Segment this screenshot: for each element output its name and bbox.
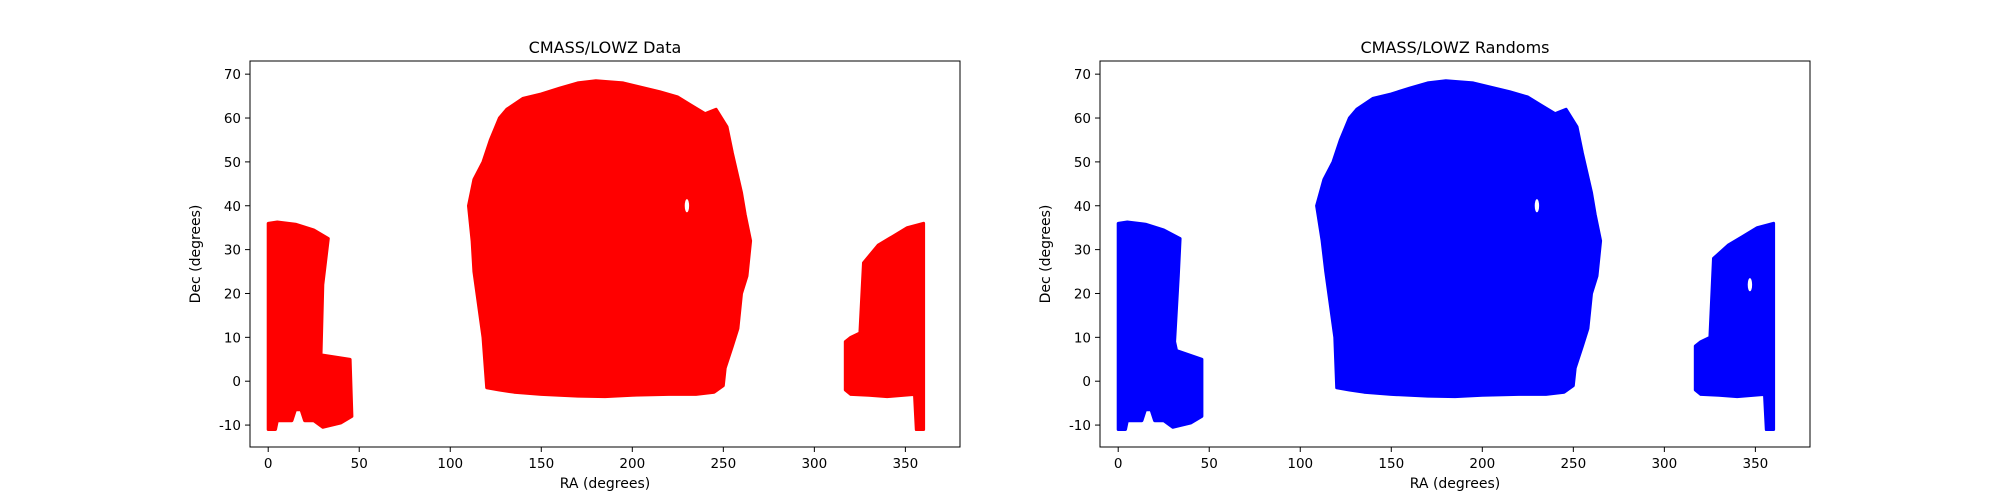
- y-tick-label: 40: [1074, 199, 1091, 215]
- x-tick-label: 50: [351, 456, 368, 472]
- y-tick-label: 70: [224, 67, 241, 83]
- y-tick-label: 30: [1074, 243, 1091, 259]
- chart-title: CMASS/LOWZ Randoms: [1360, 38, 1549, 57]
- y-tick-label: 50: [1074, 155, 1091, 171]
- mask-hole-2: [1747, 278, 1753, 292]
- x-tick-label: 100: [1287, 456, 1313, 472]
- x-tick-label: 350: [1742, 456, 1768, 472]
- x-tick-label: 200: [619, 456, 645, 472]
- x-tick-label: 150: [528, 456, 554, 472]
- x-axis-label: RA (degrees): [1410, 476, 1500, 492]
- chart-panel-2: 0 50 100 150 200 250 300 350 -10 0 10 20 30 40 50 60 70 C…: [1038, 38, 1811, 492]
- footprint-region-south-left: [1116, 220, 1204, 431]
- y-tick-label: -10: [1069, 418, 1091, 434]
- y-axis-label: Dec (degrees): [188, 205, 204, 304]
- y-tick-label: 60: [1074, 111, 1091, 127]
- x-tick-label: 150: [1378, 456, 1404, 472]
- x-tick-label: 50: [1201, 456, 1218, 472]
- y-tick-label: -10: [219, 418, 241, 434]
- y-tick-label: 50: [224, 155, 241, 171]
- x-axis-label: RA (degrees): [560, 476, 650, 492]
- footprint-region-north: [467, 79, 753, 399]
- y-tick-label: 70: [1074, 67, 1091, 83]
- x-tick-label: 0: [264, 456, 273, 472]
- chart-panel-1: 0 50 100 150 200 250 300 350 -10 0 10 20 30 40 50 60 70 C…: [188, 38, 961, 492]
- chart-title: CMASS/LOWZ Data: [529, 38, 682, 57]
- y-tick-label: 20: [224, 286, 241, 302]
- plot-frame: [1099, 60, 1811, 448]
- y-tick-label: 10: [1074, 330, 1091, 346]
- footprint-region-north: [1315, 79, 1603, 399]
- x-tick-label: 0: [1114, 456, 1123, 472]
- y-tick-label: 60: [224, 111, 241, 127]
- x-tick-label: 100: [437, 456, 463, 472]
- y-tick-label: 20: [1074, 286, 1091, 302]
- y-axis-label: Dec (degrees): [1038, 205, 1054, 304]
- x-tick-label: 350: [892, 456, 918, 472]
- plot-frame: [249, 60, 961, 448]
- x-tick-label: 250: [710, 456, 736, 472]
- y-tick-label: 0: [1082, 374, 1091, 390]
- footprint-region-south-right: [1693, 221, 1776, 431]
- mask-hole-1: [1534, 199, 1540, 213]
- mask-hole-1: [684, 199, 690, 213]
- y-tick-label: 10: [224, 330, 241, 346]
- x-tick-label: 300: [801, 456, 827, 472]
- y-tick-label: 40: [224, 199, 241, 215]
- x-tick-label: 300: [1651, 456, 1677, 472]
- x-tick-label: 200: [1469, 456, 1495, 472]
- y-tick-label: 30: [224, 243, 241, 259]
- footprint-region-south-right: [843, 221, 926, 431]
- x-tick-label: 250: [1560, 456, 1586, 472]
- footprint-region-south-left: [266, 220, 354, 431]
- y-tick-label: 0: [232, 374, 241, 390]
